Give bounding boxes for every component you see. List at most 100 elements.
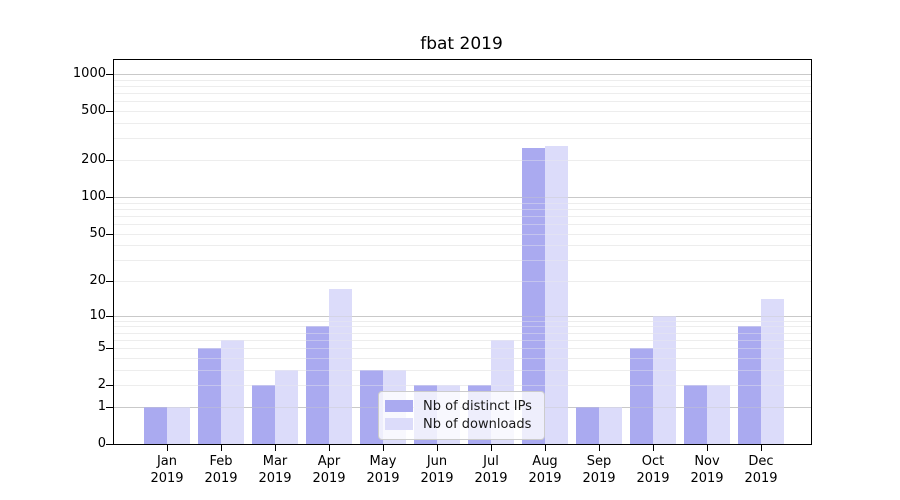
gridline-major-100 — [114, 196, 811, 198]
x-tick-mark-may — [382, 444, 384, 451]
gridline-minor-400 — [114, 123, 811, 124]
gridlines-overlay — [114, 60, 811, 444]
y-tick-label-1: 1 — [97, 398, 106, 414]
x-tick-mark-nov — [706, 444, 708, 451]
y-tick-mark-200 — [106, 160, 113, 161]
gridline-major-1000 — [114, 74, 811, 75]
gridline-minor-4 — [114, 357, 811, 359]
bar-dec-distinct-ips — [738, 326, 761, 444]
x-tick-year: 2019 — [474, 471, 508, 486]
x-tick-label-sep: Sep 2019 — [571, 453, 627, 487]
x-tick-label-jul: Jul 2019 — [463, 453, 519, 487]
x-tick-month: Jul — [483, 454, 499, 469]
gridline-major-10 — [114, 315, 811, 317]
x-tick-month: Apr — [317, 454, 341, 469]
y-tick-mark-20 — [106, 281, 113, 282]
y-tick-mark-0 — [106, 444, 113, 445]
bar-sep-downloads — [599, 406, 622, 444]
x-tick-mark-dec — [760, 444, 762, 451]
legend-swatch-distinct-ips — [385, 400, 413, 412]
x-tick-year: 2019 — [150, 471, 184, 486]
gridline-minor-5 — [114, 348, 811, 350]
y-tick-label-50: 50 — [89, 225, 106, 241]
y-tick-label-200: 200 — [81, 152, 106, 167]
gridline-minor-8 — [114, 326, 811, 328]
gridline-minor-900 — [114, 79, 811, 81]
bar-feb-downloads — [221, 339, 244, 444]
gridline-minor-8 — [114, 326, 811, 328]
x-tick-label-jan: Jan 2019 — [139, 453, 195, 487]
bars-layer — [114, 60, 811, 444]
bar-apr-distinct-ips — [306, 326, 329, 444]
x-tick-year: 2019 — [528, 471, 562, 486]
x-tick-year: 2019 — [204, 471, 238, 486]
bar-oct-distinct-ips — [630, 348, 653, 444]
gridline-minor-600 — [114, 101, 811, 103]
chart-title: fbat 2019 — [420, 34, 503, 54]
x-tick-month: Jun — [426, 454, 448, 469]
bar-feb-distinct-ips — [198, 348, 221, 444]
bar-dec-downloads — [761, 299, 784, 444]
x-tick-label-oct: Oct 2019 — [625, 453, 681, 487]
x-tick-mark-apr — [328, 444, 330, 451]
y-tick-mark-2 — [106, 385, 113, 387]
bar-oct-downloads — [653, 315, 676, 444]
gridline-minor-400 — [114, 123, 811, 124]
legend-label-distinct-ips: Nb of distinct IPs — [423, 398, 532, 414]
y-tick-label-10: 10 — [89, 307, 106, 323]
gridline-minor-9 — [114, 320, 811, 322]
x-tick-label-may: May 2019 — [355, 453, 411, 487]
x-tick-label-feb: Feb 2019 — [193, 453, 249, 487]
gridline-minor-7 — [114, 332, 811, 334]
x-tick-month: Oct — [641, 454, 665, 469]
gridline-minor-3 — [114, 369, 811, 371]
y-tick-mark-10 — [106, 315, 113, 317]
gridline-minor-5 — [114, 348, 811, 350]
x-tick-label-apr: Apr 2019 — [301, 453, 357, 487]
y-tick-mark-1000 — [106, 74, 113, 75]
gridline-minor-300 — [114, 138, 811, 140]
x-tick-year: 2019 — [744, 471, 778, 486]
bar-nov-distinct-ips — [684, 385, 707, 444]
x-tick-mark-sep — [598, 444, 600, 451]
gridline-minor-30 — [114, 260, 811, 262]
x-tick-mark-oct — [652, 444, 654, 451]
x-tick-year: 2019 — [312, 471, 346, 486]
gridline-minor-2 — [114, 385, 811, 387]
x-tick-mark-mar — [274, 444, 276, 451]
gridline-minor-600 — [114, 101, 811, 103]
bar-may-distinct-ips — [360, 369, 383, 444]
gridline-minor-90 — [114, 202, 811, 204]
x-tick-year: 2019 — [636, 471, 670, 486]
gridline-minor-700 — [114, 93, 811, 95]
x-tick-label-mar: Mar 2019 — [247, 453, 303, 487]
legend-item-distinct-ips: Nb of distinct IPs — [385, 397, 535, 415]
gridline-minor-7 — [114, 332, 811, 334]
x-tick-year: 2019 — [366, 471, 400, 486]
y-tick-label-1000: 1000 — [72, 66, 106, 81]
bar-mar-downloads — [275, 369, 298, 444]
gridline-minor-60 — [114, 223, 811, 225]
bar-sep-distinct-ips — [576, 406, 599, 444]
x-tick-month: Mar — [262, 454, 288, 469]
y-tick-label-0: 0 — [97, 436, 106, 451]
gridline-minor-2 — [114, 385, 811, 387]
x-tick-month: Jan — [156, 454, 178, 469]
gridline-minor-800 — [114, 86, 811, 87]
gridline-minor-3 — [114, 369, 811, 371]
x-tick-mark-jul — [490, 444, 492, 451]
gridline-minor-70 — [114, 215, 811, 217]
x-tick-month: Aug — [532, 454, 558, 469]
gridline-minor-6 — [114, 339, 811, 341]
x-tick-label-nov: Nov 2019 — [679, 453, 735, 487]
gridline-major-10 — [114, 315, 811, 317]
x-tick-mark-feb — [220, 444, 222, 451]
gridline-minor-200 — [114, 160, 811, 161]
y-tick-mark-50 — [106, 233, 113, 235]
gridline-minor-4 — [114, 357, 811, 359]
x-tick-mark-jan — [166, 444, 168, 451]
gridline-minor-700 — [114, 93, 811, 95]
gridline-minor-6 — [114, 339, 811, 341]
gridline-minor-9 — [114, 320, 811, 322]
